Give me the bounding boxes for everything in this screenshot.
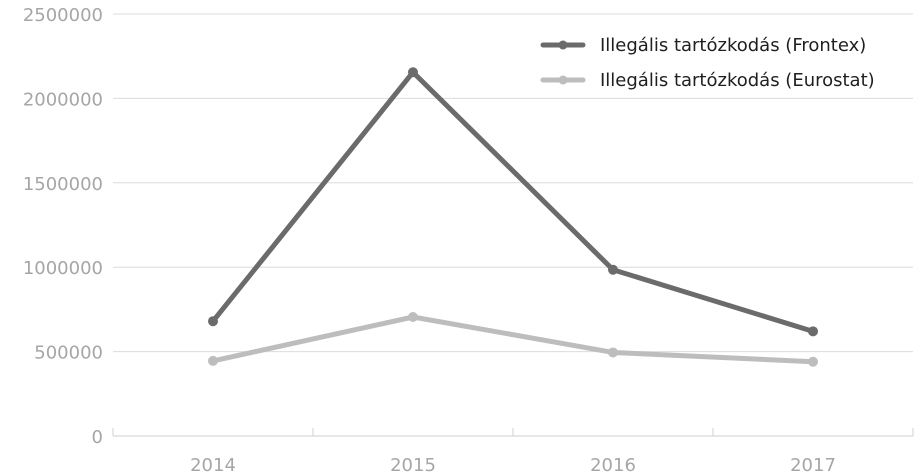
x-tick-label: 2015 (390, 455, 436, 474)
data-point (608, 264, 618, 275)
data-point (808, 326, 818, 337)
legend-marker-eurostat (558, 75, 568, 85)
y-tick-label: 2000000 (23, 89, 103, 110)
gridlines (113, 13, 913, 353)
legend-label-frontex: Illegális tartózkodás (Frontex) (600, 35, 866, 56)
x-tick-labels: 2014 2015 2016 2017 (190, 455, 836, 474)
series-line-0 (210, 69, 816, 334)
data-point (608, 347, 618, 358)
x-tick-label: 2016 (590, 455, 636, 474)
series-lines (208, 67, 818, 367)
data-point (408, 311, 418, 322)
legend: Illegális tartózkodás (Frontex) Illegáli… (540, 35, 875, 91)
y-tick-label: 0 (92, 427, 103, 448)
data-point (208, 355, 218, 366)
legend-label-eurostat: Illegális tartózkodás (Eurostat) (600, 70, 875, 91)
y-tick-label: 500000 (34, 343, 103, 364)
y-tick-label: 1500000 (23, 174, 103, 195)
data-point (208, 316, 218, 327)
y-tick-label: 1000000 (23, 258, 103, 279)
legend-item-eurostat: Illegális tartózkodás (Eurostat) (540, 70, 875, 91)
series-line-1 (210, 314, 816, 365)
legend-item-frontex: Illegális tartózkodás (Frontex) (540, 35, 866, 56)
x-tick-label: 2017 (790, 455, 836, 474)
legend-marker-frontex (558, 40, 568, 50)
data-point (808, 356, 818, 367)
y-tick-label: 2500000 (23, 5, 103, 26)
y-tick-labels: 0 500000 1000000 1500000 2000000 2500000 (23, 5, 103, 448)
x-tick-label: 2014 (190, 455, 236, 474)
data-point (408, 67, 418, 78)
axes (112, 428, 914, 437)
